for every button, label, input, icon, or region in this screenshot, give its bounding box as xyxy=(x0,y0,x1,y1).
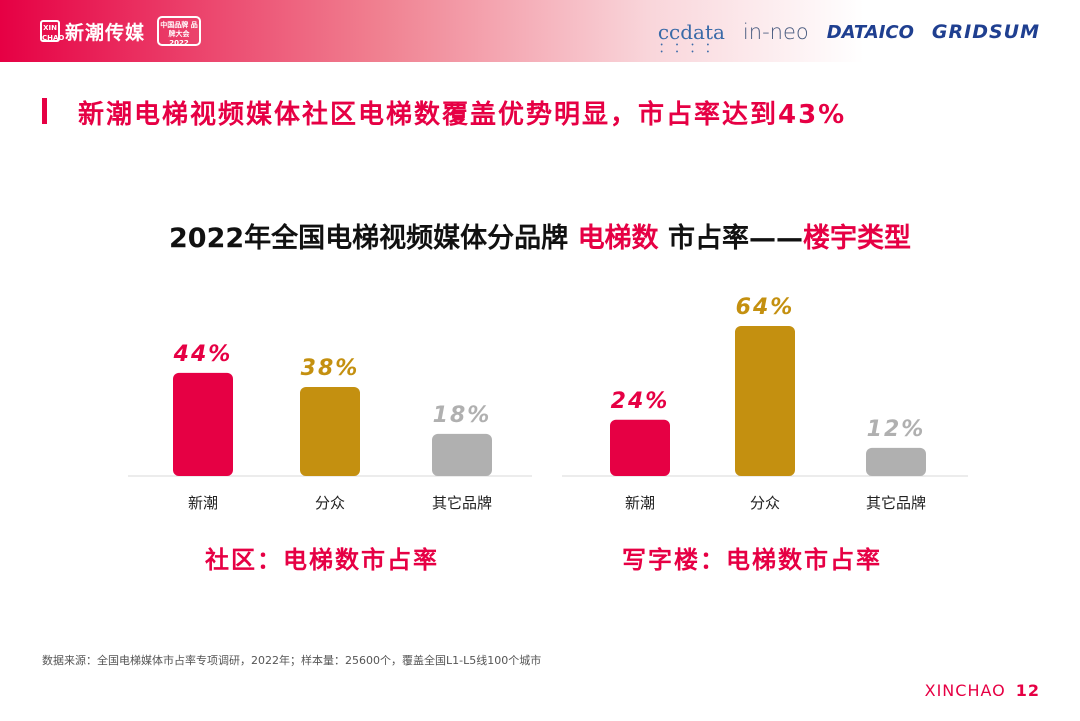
data-label: 64% xyxy=(736,295,795,320)
bar-community-2 xyxy=(432,433,492,476)
slide-title: 新潮电梯视频媒体社区电梯数覆盖优势明显，市占率达到43% xyxy=(78,100,847,130)
bar-office-2 xyxy=(866,447,926,476)
brand-logo: XIN CHAO 新潮传媒 中国品牌 品牌大会 2022 xyxy=(40,16,202,47)
page-number: 12 xyxy=(1015,681,1040,700)
data-label: 44% xyxy=(173,342,233,367)
category-label: 其它品牌 xyxy=(432,494,492,512)
bar-community-1 xyxy=(300,386,360,476)
panel-title-community: 社区：电梯数市占率 xyxy=(205,546,439,574)
footer: XINCHAO 12 xyxy=(925,681,1040,700)
category-label: 分众 xyxy=(315,494,345,512)
footer-brand: XINCHAO xyxy=(924,681,1006,700)
data-label: 38% xyxy=(301,356,360,381)
bar-office-1 xyxy=(735,326,795,476)
category-label: 新潮 xyxy=(625,494,655,512)
partner-logo-inneo: in-neo xyxy=(742,20,809,44)
bar-community-0 xyxy=(173,372,233,476)
panel-title-office: 写字楼：电梯数市占率 xyxy=(622,546,882,574)
category-label: 新潮 xyxy=(188,494,218,512)
data-label: 18% xyxy=(433,403,492,428)
partner-logo-gridsum: GRIDSUM xyxy=(931,21,1040,43)
data-label: 24% xyxy=(611,389,670,414)
partner-logos: ccdata • • • • • • • • in-neo DATAICO GRI… xyxy=(657,20,1040,56)
event-logo-icon: 中国品牌 品牌大会 2022 xyxy=(157,16,202,47)
partner-logo-ccdata: ccdata • • • • • • • • xyxy=(657,20,725,56)
brand-name: 新潮传媒 xyxy=(65,21,146,44)
chart-title-highlight2: 楼宇类型 xyxy=(802,223,911,254)
category-label: 分众 xyxy=(750,494,780,512)
chart-title-part1: 2022年全国电梯视频媒体分品牌 xyxy=(169,223,578,254)
brand-icon: XIN CHAO xyxy=(40,20,64,42)
header-bar: XIN CHAO 新潮传媒 中国品牌 品牌大会 2022 ccdata • • •… xyxy=(0,0,1080,62)
category-label: 其它品牌 xyxy=(866,494,926,512)
chart-title-highlight1: 电梯数 xyxy=(577,223,659,254)
chart-title-part2: 市占率—— xyxy=(658,223,803,254)
partner-logo-dataico: DATAICO xyxy=(826,21,914,43)
chart-title: 2022年全国电梯视频媒体分品牌 电梯数 市占率——楼宇类型 xyxy=(0,216,1080,255)
bar-office-0 xyxy=(610,419,670,476)
data-source-footnote: 数据来源：全国电梯媒体市占率专项调研，2022年；样本量：25600个，覆盖全国… xyxy=(42,654,542,667)
title-accent-bar xyxy=(42,98,47,124)
data-label: 12% xyxy=(867,417,926,442)
